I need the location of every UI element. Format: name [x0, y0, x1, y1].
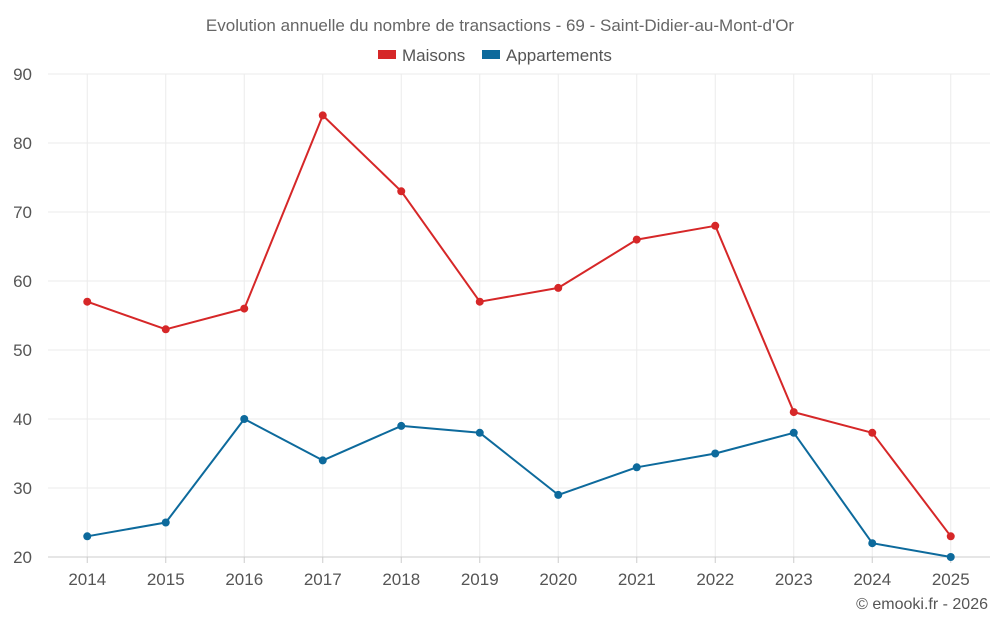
credit-text: © emooki.fr - 2026: [856, 596, 988, 613]
point-appartements-2021[interactable]: [632, 463, 641, 472]
x-tick-label-2017: 2017: [304, 570, 342, 589]
point-appartements-2023[interactable]: [789, 428, 798, 437]
legend-label-maisons[interactable]: Maisons: [402, 46, 465, 65]
legend-label-appartements[interactable]: Appartements: [506, 46, 612, 65]
point-maisons-2014[interactable]: [83, 297, 92, 306]
point-maisons-2019[interactable]: [475, 297, 484, 306]
legend-swatch-appartements: [482, 50, 500, 59]
point-maisons-2023[interactable]: [789, 408, 798, 417]
point-appartements-2016[interactable]: [240, 415, 249, 423]
x-tick-label-2021: 2021: [618, 570, 656, 589]
series: [83, 111, 955, 561]
chart-title: Evolution annuelle du nombre de transact…: [206, 16, 794, 35]
point-appartements-2025[interactable]: [946, 553, 955, 561]
y-tick-label-70: 70: [13, 203, 32, 222]
point-maisons-2022[interactable]: [711, 221, 720, 230]
y-tick-label-60: 60: [13, 272, 32, 291]
y-tick-label-50: 50: [13, 341, 32, 360]
series-line-appartements[interactable]: [87, 418, 951, 558]
point-appartements-2019[interactable]: [475, 428, 484, 437]
x-tick-label-2023: 2023: [775, 570, 813, 589]
point-maisons-2020[interactable]: [554, 283, 563, 292]
x-tick-label-2022: 2022: [696, 570, 734, 589]
point-appartements-2015[interactable]: [161, 518, 170, 527]
y-axis: 20 30 40 50 60 70 80 90: [13, 65, 32, 567]
y-tick-label-40: 40: [13, 410, 32, 429]
point-appartements-2022[interactable]: [711, 449, 720, 458]
x-axis: 2014 2015 2016 2017 2018 2019 2020 2021 2022 2023…: [48, 556, 990, 589]
point-maisons-2025[interactable]: [946, 532, 955, 541]
x-tick-label-2014: 2014: [68, 570, 106, 589]
point-maisons-2024[interactable]: [868, 428, 877, 437]
point-appartements-2017[interactable]: [318, 456, 327, 465]
x-tick-label-2025: 2025: [932, 570, 970, 589]
point-appartements-2024[interactable]: [868, 539, 877, 548]
point-maisons-2018[interactable]: [397, 187, 406, 196]
point-appartements-2018[interactable]: [397, 421, 406, 430]
legend: Maisons Appartements: [378, 46, 612, 65]
series-line-maisons[interactable]: [86, 114, 952, 537]
point-appartements-2020[interactable]: [554, 490, 563, 499]
y-tick-label-30: 30: [13, 479, 32, 498]
x-tick-label-2019: 2019: [461, 570, 499, 589]
x-tick-label-2020: 2020: [539, 570, 577, 589]
point-maisons-2015[interactable]: [161, 325, 170, 334]
x-tick-label-2015: 2015: [147, 570, 185, 589]
legend-swatch-maisons: [378, 50, 396, 59]
x-tick-label-2016: 2016: [225, 570, 263, 589]
point-maisons-2021[interactable]: [632, 235, 641, 244]
point-maisons-2017[interactable]: [318, 111, 327, 120]
x-tick-label-2024: 2024: [853, 570, 891, 589]
point-appartements-2014[interactable]: [83, 532, 92, 541]
point-maisons-2016[interactable]: [240, 304, 249, 313]
grid: [48, 73, 990, 557]
y-tick-label-80: 80: [13, 134, 32, 153]
y-tick-label-90: 90: [13, 65, 32, 84]
x-tick-label-2018: 2018: [382, 570, 420, 589]
y-tick-label-20: 20: [13, 548, 32, 567]
